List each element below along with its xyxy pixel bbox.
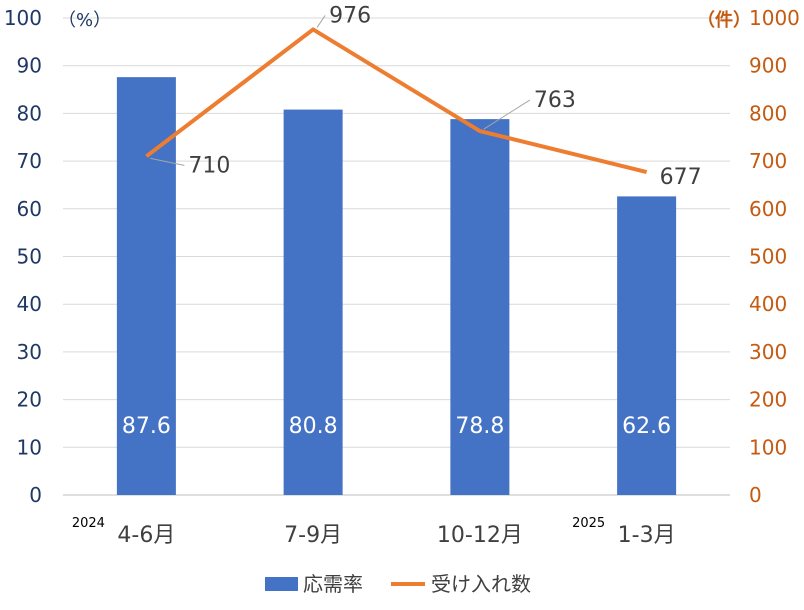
line-path [145, 27, 648, 175]
right-tick-label: 600 [749, 197, 787, 221]
line-data-label: 763 [534, 88, 576, 113]
bar [116, 77, 176, 495]
left-tick-label: 100 [4, 6, 42, 30]
right-tick-label: 500 [749, 245, 787, 269]
right-tick-label: 0 [749, 483, 762, 507]
legend-label-line: 受け入れ数 [431, 572, 531, 596]
category-label: 10-12月 [437, 523, 523, 548]
line-series: 710 976 763 677 [145, 3, 702, 190]
bar [450, 119, 510, 496]
bar-data-label: 80.8 [289, 414, 338, 439]
bar [617, 196, 677, 495]
right-axis-unit: （件） [697, 9, 751, 31]
legend-swatch-bar [265, 577, 298, 591]
legend: 応需率 受け入れ数 [265, 572, 531, 596]
right-tick-label: 900 [749, 54, 787, 78]
right-tick-label: 400 [749, 292, 787, 316]
left-axis-unit: （%） [58, 10, 111, 31]
year-label: 2024 [72, 516, 105, 531]
line-data-label: 677 [660, 165, 702, 190]
leader-line [150, 157, 185, 166]
left-tick-label: 70 [17, 149, 42, 173]
left-axis: 0 10 20 30 40 50 60 70 80 90 100 [4, 6, 42, 507]
left-tick-label: 60 [17, 197, 42, 221]
line-data-label: 710 [188, 153, 230, 178]
bar-data-label: 87.6 [122, 414, 171, 439]
left-tick-label: 80 [17, 101, 42, 125]
bar [283, 109, 343, 496]
left-tick-label: 50 [17, 245, 42, 269]
left-tick-label: 30 [17, 340, 42, 364]
left-tick-label: 20 [17, 388, 42, 412]
right-tick-label: 700 [749, 149, 787, 173]
line-data-label: 976 [329, 3, 371, 28]
year-label: 2025 [572, 516, 605, 531]
legend-label-bar: 応需率 [303, 572, 363, 596]
left-tick-label: 40 [17, 292, 42, 316]
leader-line [316, 15, 326, 28]
right-tick-label: 300 [749, 340, 787, 364]
bar-data-label: 62.6 [622, 414, 671, 439]
right-tick-label: 1000 [749, 6, 800, 30]
bar-data-label: 78.8 [455, 414, 504, 439]
left-tick-label: 0 [29, 483, 42, 507]
right-tick-label: 100 [749, 435, 787, 459]
category-label: 1-3月 [618, 523, 676, 548]
category-label: 7-9月 [284, 523, 342, 548]
category-label: 4-6月 [117, 523, 175, 548]
right-tick-label: 200 [749, 388, 787, 412]
left-tick-label: 90 [17, 54, 42, 78]
right-axis: 0 100 200 300 400 500 600 700 800 900 1000 [749, 6, 800, 507]
left-tick-label: 10 [17, 435, 42, 459]
right-tick-label: 800 [749, 101, 787, 125]
category-axis: 4-6月 2024 7-9月 10-12月 1-3月 2025 [72, 516, 676, 548]
bar-series: 87.6 80.8 78.8 62.6 [116, 77, 677, 496]
leader-line [483, 99, 531, 130]
